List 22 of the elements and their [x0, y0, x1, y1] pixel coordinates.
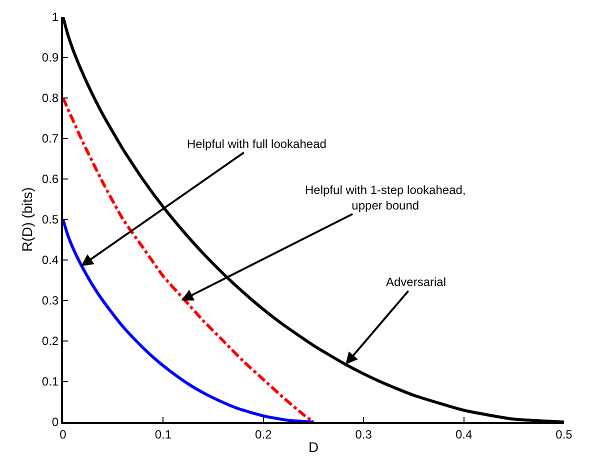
y-axis-title: R(D) (bits) — [19, 187, 36, 252]
y-tick-label: 1 — [52, 10, 59, 24]
x-tick-label: 0.5 — [556, 427, 573, 442]
y-tick-label: 0.4 — [42, 253, 59, 268]
annotation: Helpful with 1-step lookahead, upper bound — [305, 183, 466, 213]
y-tick-label: 0.5 — [42, 212, 59, 227]
y-tick-label: 0.9 — [42, 50, 59, 65]
y-tick-label: 0 — [52, 415, 59, 430]
y-tick-label: 0.3 — [42, 294, 59, 308]
y-tick-label: 0.2 — [42, 334, 59, 348]
x-tick-label: 0.2 — [255, 427, 272, 442]
x-tick-label: 0.3 — [355, 427, 372, 442]
line-series — [63, 218, 315, 422]
y-tick-label: 0.1 — [42, 374, 59, 389]
x-axis-title: D — [308, 439, 319, 456]
y-tick-label: 0.8 — [42, 91, 59, 106]
x-tick-label: 0.1 — [154, 427, 172, 442]
y-tick-label: 0.6 — [42, 172, 59, 186]
annotation: Helpful with full lookahead — [187, 137, 326, 151]
y-tick-label: 0.7 — [42, 132, 59, 146]
annotation: Adversarial — [386, 275, 446, 289]
x-tick-label: 0.4 — [455, 427, 472, 442]
